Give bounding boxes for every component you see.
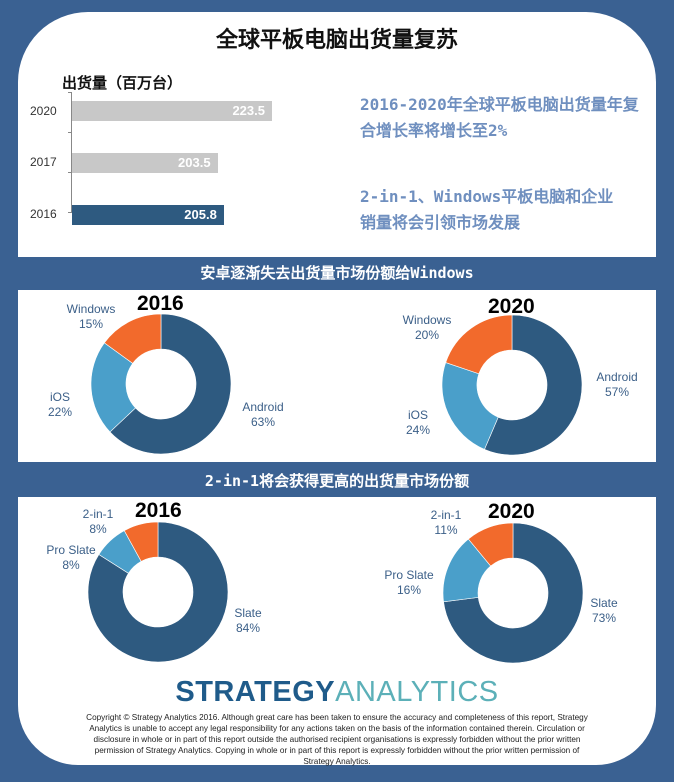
donut-slice-slate [87,521,229,663]
label-2in1: 2-in-1 11% [430,508,462,537]
bar-category: 2016 [30,207,57,221]
axis-tick [68,172,72,173]
donut-slice-windows [103,313,162,364]
bar-2017: 203.5 [72,153,218,173]
axis-tick [68,92,72,93]
label-windows: Windows 15% [66,302,116,331]
donut-year: 2020 [488,295,535,318]
donut-slice-2-in-1 [123,521,159,562]
bar-chart-title: 出货量（百万台） [62,74,183,92]
bar-category: 2020 [30,104,57,118]
label-android: Android 57% [596,370,638,399]
label-slate: Slate 73% [590,596,618,625]
axis-tick [68,212,72,213]
label-2in1: 2-in-1 8% [82,507,114,536]
donut-slice-2-in-1 [467,522,514,567]
donut-year: 2020 [488,500,535,523]
strategy-analytics-logo: STRATEGYANALYTICS [175,676,499,708]
copyright-notice: Copyright © Strategy Analytics 2016. Alt… [86,713,588,766]
section-heading-form-factor: 2-in-1将会获得更高的出货量市场份额 [204,472,470,490]
donut-slice-windows [445,314,513,375]
bar-2016: 205.8 [72,205,224,225]
label-pro-slate: Pro Slate 8% [46,543,96,572]
label-android: Android 63% [242,400,284,429]
donut-year: 2016 [137,292,184,315]
bar-axis [71,92,72,212]
bar-category: 2017 [30,155,57,169]
donut-slice-slate [443,522,584,664]
label-slate: Slate 84% [234,606,262,635]
page-title: 全球平板电脑出货量复苏 [215,28,458,53]
note-cagr: 2016-2020年全球平板电脑出货量年复合增长率将增长至2% [360,95,639,140]
label-ios: iOS 22% [47,390,73,419]
label-pro-slate: Pro Slate 16% [384,568,434,597]
axis-tick [68,132,72,133]
donut-slice-android [484,314,583,456]
note-drivers: 2-in-1、Windows平板电脑和企业销量将会引领市场发展 [360,187,614,232]
section-heading-os: 安卓逐渐失去出货量市场份额给Windows [200,264,474,282]
donut-slice-ios [441,362,499,450]
label-windows: Windows 20% [402,313,452,342]
donut-slice-android [109,313,232,455]
donut-year: 2016 [135,499,182,522]
label-ios: iOS 24% [405,408,431,437]
bar-2020: 223.5 [72,101,272,121]
